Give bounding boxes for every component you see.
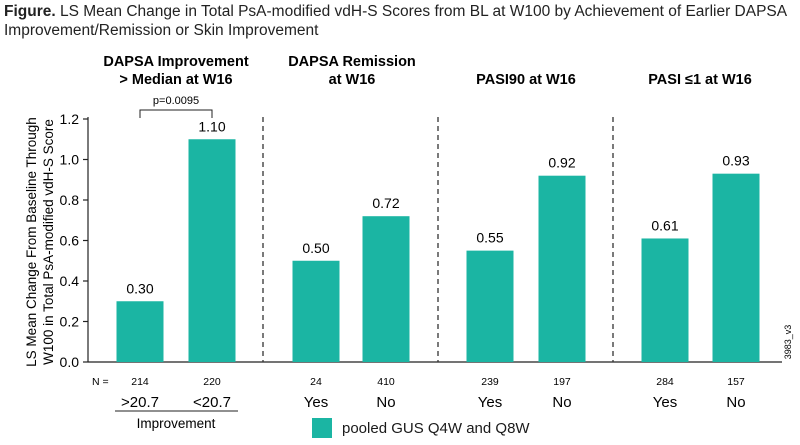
bar [712,173,760,362]
group-title: PASI90 at W16 [476,72,576,88]
figure-title-text: LS Mean Change in Total PsA-modified vdH… [4,3,787,39]
legend-swatch [312,418,332,438]
x-category-label: <20.7 [193,394,231,411]
bar-n-label: 24 [310,376,322,388]
n-label: N = [92,376,109,388]
x-category-label: No [376,394,395,411]
x-category-label: Yes [653,394,677,411]
bar [188,139,236,362]
bar-n-label: 214 [131,376,149,388]
figure-title: Figure. LS Mean Change in Total PsA-modi… [4,2,794,40]
bar-value-label: 1.10 [198,118,225,134]
bar-n-label: 284 [656,376,674,388]
y-tick-label: 0.6 [60,233,80,249]
y-axis-label: LS Mean Change From Baseline Through W100… [24,117,56,367]
y-tick-label: 0.0 [60,354,80,370]
x-category-label: No [726,394,745,411]
bar-value-label: 0.55 [476,230,503,246]
bar-n-label: 197 [553,376,571,388]
bar-n-label: 239 [481,376,499,388]
x-category-label: >20.7 [121,394,159,411]
y-axis-label-line: LS Mean Change From Baseline Through [24,117,39,367]
group-title: > Median at W16 [119,72,232,88]
bar-n-label: 220 [203,376,221,388]
bar-n-label: 410 [377,376,395,388]
bar [292,260,340,362]
y-tick-label: 1.0 [60,152,80,168]
figure-label: Figure. [4,3,56,20]
group-title: PASI ≤1 at W16 [648,72,752,88]
y-axis-label-line: W100 in Total PsA-modified vdH-S Score [41,119,56,365]
x-category-label: Yes [304,394,328,411]
bar-value-label: 0.61 [651,217,678,233]
group-title: DAPSA Improvement [103,54,248,70]
bar [362,216,410,362]
x-category-label: Yes [478,394,502,411]
bar-value-label: 0.92 [548,155,575,171]
bar-value-label: 0.30 [126,280,153,296]
bar-value-label: 0.72 [372,195,399,211]
bar [116,301,164,362]
bar-n-label: 157 [727,376,745,388]
legend-label: pooled GUS Q4W and Q8W [342,419,530,437]
footnote-code: 3983_v3 [783,325,793,360]
group-title: at W16 [329,72,376,88]
bar [641,238,689,362]
p-value-annotation: p=0.0095 [153,95,199,107]
bar-value-label: 0.50 [302,240,329,256]
group-title: DAPSA Remission [288,54,416,70]
bar-value-label: 0.93 [722,153,749,169]
y-tick-label: 0.2 [60,314,80,330]
significance-bracket [139,109,213,118]
legend: pooled GUS Q4W and Q8W [312,416,530,440]
y-tick-label: 0.4 [60,273,80,289]
bar [466,250,514,362]
x-category-label: No [552,394,571,411]
y-tick-label: 1.2 [60,111,80,127]
subgroup-label: Improvement [137,416,216,431]
bar [538,175,586,362]
y-tick-label: 0.8 [60,192,80,208]
